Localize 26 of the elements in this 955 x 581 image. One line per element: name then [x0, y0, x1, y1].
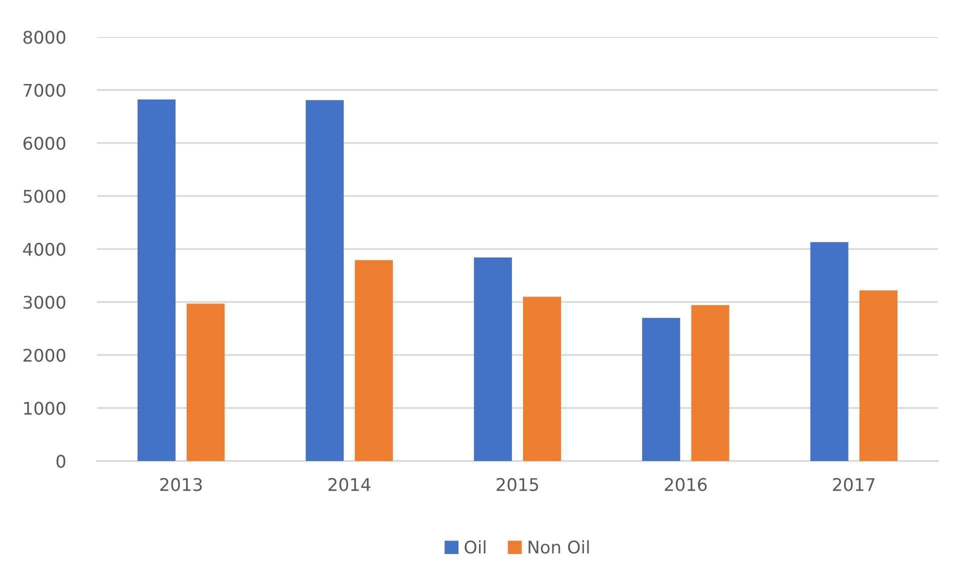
x-tick-label: 2016 — [664, 478, 707, 492]
y-tick-label: 6000 — [23, 136, 66, 150]
y-tick-label: 1000 — [24, 402, 66, 415]
bar — [306, 100, 344, 461]
bar — [523, 296, 562, 461]
legend-label: Oil — [464, 540, 486, 554]
y-tick-label: 8000 — [23, 30, 66, 44]
x-tick-label: 2015 — [496, 478, 538, 492]
y-tick-label: 2000 — [24, 348, 66, 362]
bar — [354, 260, 393, 461]
bar — [691, 305, 730, 461]
x-tick-label: 2017 — [833, 478, 875, 492]
bar — [474, 257, 512, 461]
bar — [186, 304, 225, 461]
x-tick-label: 2014 — [328, 478, 370, 492]
bar — [859, 290, 898, 461]
legend-label: Non Oil — [528, 540, 589, 554]
y-tick-label: 7000 — [24, 84, 66, 97]
bar — [810, 242, 848, 461]
y-tick-label: 4000 — [23, 242, 66, 256]
bar — [642, 318, 680, 461]
bar — [138, 100, 176, 461]
y-tick-label: 5000 — [24, 190, 66, 203]
y-tick-label: 3000 — [24, 296, 66, 309]
x-tick-label: 2013 — [160, 478, 202, 492]
y-tick-label: 0 — [56, 454, 66, 468]
